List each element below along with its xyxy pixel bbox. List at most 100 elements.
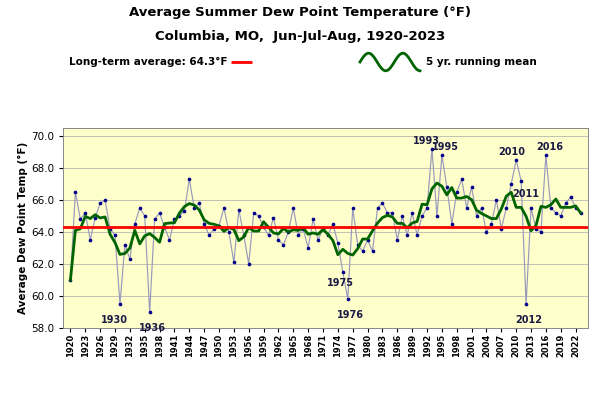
Point [254,213,263,219]
Point [377,200,387,206]
Point [556,213,566,219]
Text: Average Summer Dew Point Temperature (°F): Average Summer Dew Point Temperature (°F… [129,6,471,19]
Point [417,213,427,219]
Point [343,296,353,302]
Point [293,232,303,238]
Point [145,309,154,315]
Point [457,176,467,182]
Point [571,205,580,211]
Point [190,205,199,211]
Point [472,213,481,219]
Point [105,226,115,232]
Point [80,210,90,216]
Point [502,205,511,211]
Point [259,224,268,230]
Point [120,242,130,248]
Point [318,226,328,232]
Point [338,269,347,275]
Point [517,178,526,184]
Point [521,301,531,307]
Point [85,237,95,243]
Text: 1976: 1976 [337,310,364,320]
Point [160,224,169,230]
Text: 1995: 1995 [433,142,460,152]
Point [437,152,446,158]
Point [289,205,298,211]
Point [576,210,586,216]
Point [184,176,194,182]
Point [194,200,204,206]
Point [452,189,461,195]
Point [546,205,556,211]
Point [427,146,437,152]
Point [526,205,536,211]
Point [234,206,244,213]
Point [135,205,145,211]
Point [442,184,452,190]
Text: 1936: 1936 [139,323,166,333]
Point [155,210,164,216]
Text: Long-term average: 64.3°F: Long-term average: 64.3°F [69,57,227,67]
Point [541,152,551,158]
Point [229,259,239,266]
Point [205,232,214,238]
Point [531,226,541,232]
Text: 1930: 1930 [101,315,128,325]
Point [561,200,571,206]
Point [467,184,476,190]
Point [497,226,506,232]
Point [91,214,100,221]
Point [477,205,487,211]
Point [397,213,407,219]
Point [388,210,397,216]
Point [511,157,521,163]
Text: 1993: 1993 [413,136,440,146]
Point [274,237,283,243]
Point [115,301,125,307]
Point [422,205,432,211]
Point [179,208,189,214]
Point [95,200,105,206]
Point [140,213,149,219]
Point [323,232,333,238]
Point [65,277,75,283]
Point [71,189,80,195]
Point [506,181,516,187]
Point [353,242,362,248]
Point [407,210,417,216]
Point [432,213,442,219]
Point [566,194,575,200]
Point [383,210,392,216]
Point [125,256,134,262]
Point [76,216,85,222]
Point [313,237,323,243]
Point [363,237,373,243]
Point [412,232,422,238]
Point [298,226,308,232]
Point [373,205,382,211]
Point [269,214,278,221]
Text: 2016: 2016 [536,142,563,152]
Point [209,226,219,232]
Point [244,261,254,267]
Text: 5 yr. running mean: 5 yr. running mean [426,57,537,67]
Point [170,216,179,222]
Text: Columbia, MO,  Jun-Jul-Aug, 1920-2023: Columbia, MO, Jun-Jul-Aug, 1920-2023 [155,30,445,43]
Point [214,222,224,229]
Point [348,205,358,211]
Point [551,210,560,216]
Point [224,229,234,235]
Point [491,197,501,203]
Point [536,229,546,235]
Point [264,232,274,238]
Point [403,232,412,238]
Point [249,210,259,216]
Text: 2012: 2012 [515,315,542,325]
Point [487,221,496,227]
Point [278,242,288,248]
Point [462,205,472,211]
Point [164,237,174,243]
Point [130,221,140,227]
Text: 1975: 1975 [327,278,354,288]
Point [239,232,248,238]
